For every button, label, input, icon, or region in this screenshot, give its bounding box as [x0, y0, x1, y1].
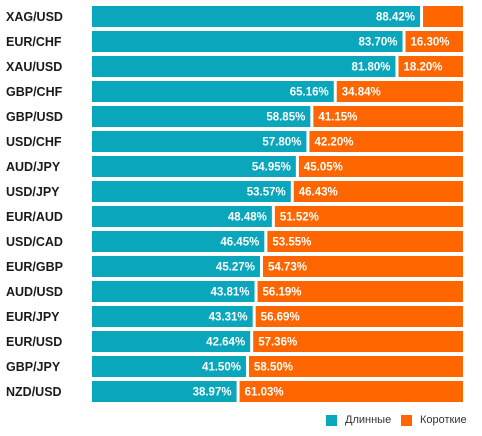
short-value-label: 18.20%	[403, 62, 442, 74]
short-bar	[257, 281, 463, 302]
long-bar	[92, 356, 246, 377]
short-bar	[298, 156, 463, 177]
long-bar	[92, 181, 291, 202]
short-value-label: 56.19%	[263, 287, 302, 299]
pair-label: USD/CHF	[6, 135, 62, 149]
long-value-label: 43.31%	[209, 312, 248, 324]
pair-label: EUR/CHF	[6, 35, 62, 49]
long-bar	[92, 331, 251, 352]
short-value-label: 57.36%	[258, 337, 297, 349]
pair-label: EUR/USD	[6, 335, 62, 349]
pair-label: NZD/USD	[6, 385, 62, 399]
short-value-label: 45.05%	[304, 162, 343, 174]
short-bar	[405, 31, 463, 52]
legend-long-swatch	[326, 414, 337, 426]
short-bar	[293, 181, 463, 202]
long-value-label: 45.27%	[216, 262, 255, 274]
legend-long-label: Длинные	[345, 414, 392, 426]
short-value-label: 54.73%	[268, 262, 307, 274]
short-bar	[255, 306, 463, 327]
short-bar	[336, 81, 463, 102]
legend-short-swatch	[401, 414, 412, 426]
pair-label: AUD/USD	[6, 285, 63, 299]
short-value-label: 51.52%	[280, 212, 319, 224]
pair-label: GBP/USD	[6, 110, 63, 124]
short-bar	[262, 256, 463, 277]
short-value-label: 34.84%	[342, 87, 381, 99]
long-bar	[92, 306, 253, 327]
legend-long: Длинные	[326, 412, 391, 428]
short-bar	[253, 331, 463, 352]
long-bar	[92, 106, 311, 127]
long-value-label: 53.57%	[247, 187, 286, 199]
short-value-label: 53.55%	[272, 237, 311, 249]
legend-short-label: Короткие	[420, 414, 467, 426]
long-bar	[92, 256, 260, 277]
pair-label: EUR/GBP	[6, 260, 63, 274]
long-value-label: 65.16%	[290, 87, 329, 99]
long-bar	[92, 6, 421, 27]
pair-label: USD/CAD	[6, 235, 63, 249]
short-bar	[309, 131, 463, 152]
pair-label: EUR/AUD	[6, 210, 63, 224]
short-bar	[267, 231, 463, 252]
long-value-label: 58.85%	[266, 112, 305, 124]
short-bar	[398, 56, 463, 77]
pair-label: XAU/USD	[6, 60, 62, 74]
short-value-label: 42.20%	[314, 137, 353, 149]
long-value-label: 42.64%	[206, 337, 245, 349]
long-value-label: 54.95%	[252, 162, 291, 174]
long-bar	[92, 81, 334, 102]
long-bar	[92, 156, 296, 177]
short-value-label: 46.43%	[299, 187, 338, 199]
pair-label: AUD/JPY	[6, 160, 61, 174]
long-bar	[92, 231, 265, 252]
pair-label: USD/JPY	[6, 185, 60, 199]
long-value-label: 88.42%	[376, 12, 415, 24]
long-bar	[92, 206, 272, 227]
short-value-label: 56.69%	[261, 312, 300, 324]
short-bar	[423, 6, 463, 27]
short-value-label: 58.50%	[254, 362, 293, 374]
legend-short: Короткие	[401, 412, 467, 428]
long-bar	[92, 281, 255, 302]
long-value-label: 83.70%	[359, 37, 398, 49]
pair-label: GBP/JPY	[6, 360, 61, 374]
short-bar	[248, 356, 463, 377]
pair-label: GBP/CHF	[6, 85, 63, 99]
short-bar	[313, 106, 463, 127]
pair-label: EUR/JPY	[6, 310, 60, 324]
long-bar	[92, 381, 237, 402]
long-value-label: 41.50%	[202, 362, 241, 374]
long-value-label: 43.81%	[211, 287, 250, 299]
short-bar	[274, 206, 463, 227]
long-value-label: 38.97%	[193, 387, 232, 399]
long-value-label: 46.45%	[220, 237, 259, 249]
long-value-label: 48.48%	[228, 212, 267, 224]
long-value-label: 81.80%	[351, 62, 390, 74]
long-bar	[92, 31, 403, 52]
long-bar	[92, 56, 396, 77]
short-value-label: 41.15%	[318, 112, 357, 124]
short-bar	[239, 381, 463, 402]
short-value-label: 16.30%	[411, 37, 450, 49]
long-value-label: 57.80%	[262, 137, 301, 149]
pair-label: XAG/USD	[6, 10, 63, 24]
short-value-label: 61.03%	[245, 387, 284, 399]
long-bar	[92, 131, 307, 152]
